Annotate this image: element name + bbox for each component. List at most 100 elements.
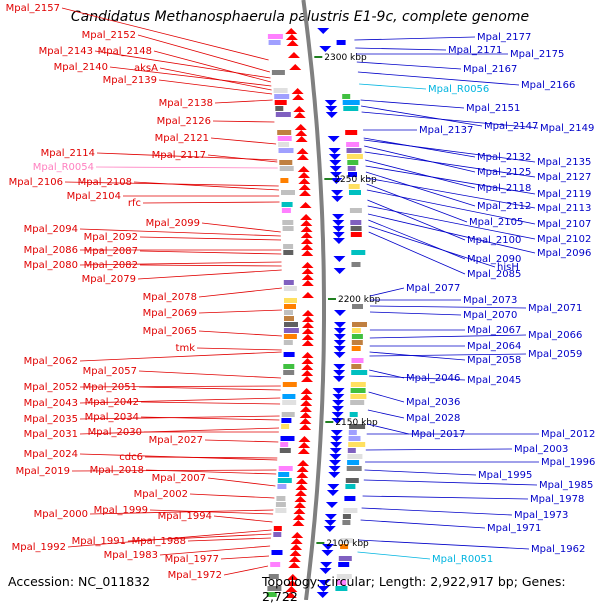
kbp-label: 2100 kbp <box>326 539 369 549</box>
reverse-gene-mark <box>316 592 329 598</box>
gene-function-block <box>351 370 368 375</box>
forward-gene-mark <box>299 190 312 196</box>
left-gene-label: Mpal_2042 <box>85 397 139 408</box>
reverse-gene-mark <box>332 232 345 238</box>
forward-gene-mark <box>293 106 306 112</box>
left-label-leader <box>223 565 269 576</box>
right-label-leader <box>369 375 466 381</box>
right-label-leader <box>361 105 483 127</box>
reverse-gene-mark <box>333 346 346 352</box>
gene-function-block <box>275 112 291 117</box>
right-gene-label: Mpal_2151 <box>466 103 520 114</box>
right-label-leader <box>363 479 538 486</box>
forward-gene-mark <box>301 334 314 340</box>
reverse-gene-mark <box>329 160 342 166</box>
forward-gene-mark <box>296 148 309 154</box>
left-label-leader <box>145 469 277 475</box>
forward-gene-mark <box>285 28 298 34</box>
left-label-leader <box>187 537 271 542</box>
left-gene-label: Mpal_2139 <box>103 75 157 86</box>
right-label-leader <box>362 495 529 500</box>
right-label-leader <box>360 519 486 529</box>
right-gene-label: Mpal_2107 <box>537 219 591 230</box>
gene-function-block <box>281 412 295 417</box>
gene-function-block <box>345 484 356 489</box>
gene-function-block <box>273 526 282 531</box>
left-label-leader <box>198 309 283 314</box>
right-gene-label: Mpal_2066 <box>528 330 582 341</box>
left-gene-label: Mpal_2092 <box>84 232 138 243</box>
left-gene-label: Mpal_2024 <box>24 449 78 460</box>
forward-gene-mark <box>296 154 309 160</box>
gene-function-block <box>268 574 279 579</box>
gene-function-block <box>346 148 362 153</box>
right-gene-label: Mpal_1973 <box>514 510 568 521</box>
gene-function-block <box>282 382 297 387</box>
left-label-leader <box>201 222 281 233</box>
reverse-gene-mark <box>330 442 343 448</box>
left-label-leader <box>89 509 274 515</box>
right-label-leader <box>358 539 530 550</box>
left-label-leader <box>79 397 281 404</box>
gene-function-block <box>283 340 293 345</box>
left-gene-label: Mpal_1972 <box>168 570 222 581</box>
right-gene-label: Mpal_2167 <box>463 64 517 75</box>
forward-gene-mark <box>285 586 298 592</box>
left-label-leader <box>79 385 281 388</box>
left-label-leader <box>94 50 271 79</box>
left-gene-label: Mpal_2114 <box>41 148 95 159</box>
right-gene-label: Mpal_2177 <box>477 32 531 43</box>
gene-function-block <box>351 358 364 363</box>
reverse-gene-mark <box>333 370 346 376</box>
gene-function-block <box>283 334 297 339</box>
gene-function-block <box>351 346 361 351</box>
forward-gene-mark <box>290 538 303 544</box>
gene-function-block <box>336 40 346 45</box>
reverse-gene-mark <box>324 100 337 106</box>
right-gene-label: Mpal_2064 <box>467 341 521 352</box>
reverse-gene-mark <box>321 550 334 556</box>
right-label-leader <box>354 36 476 41</box>
gene-function-block <box>267 34 283 39</box>
left-gene-label: rfc <box>128 198 141 209</box>
left-gene-label: Mpal_2126 <box>157 116 211 127</box>
reverse-gene-mark <box>331 412 344 418</box>
left-gene-label: Mpal_2082 <box>84 260 138 271</box>
left-gene-label: Mpal_2086 <box>24 245 78 256</box>
reverse-gene-mark <box>328 472 341 478</box>
left-gene-label: Mpal_2148 <box>98 46 152 57</box>
right-gene-label: hisH <box>497 262 519 273</box>
forward-gene-mark <box>295 478 308 484</box>
left-gene-label: Mpal_2007 <box>152 473 206 484</box>
forward-gene-mark <box>291 88 304 94</box>
gene-function-block <box>350 382 366 387</box>
gene-function-block <box>280 436 295 441</box>
forward-gene-mark <box>297 166 310 172</box>
gene-function-block <box>351 334 363 339</box>
left-gene-label: Mpal_2035 <box>24 414 78 425</box>
reverse-gene-mark <box>324 514 337 520</box>
gene-function-block <box>342 100 360 105</box>
reverse-gene-mark <box>327 136 340 142</box>
reverse-gene-mark <box>333 328 346 334</box>
gene-function-block <box>350 220 362 225</box>
forward-gene-mark <box>301 358 314 364</box>
right-label-leader <box>366 177 536 209</box>
gene-function-block <box>348 442 366 447</box>
right-gene-label: Mpal_2135 <box>537 157 591 168</box>
reverse-gene-mark <box>333 268 346 274</box>
right-gene-label: Mpal_2166 <box>521 80 575 91</box>
gene-function-block <box>350 226 362 231</box>
gene-function-block <box>350 232 362 237</box>
gene-function-block <box>283 244 294 249</box>
left-gene-label: Mpal_2034 <box>85 412 139 423</box>
reverse-gene-mark <box>333 322 346 328</box>
left-gene-label: Mpal_1991 <box>72 536 126 547</box>
left-gene-label: Mpal_1977 <box>165 554 219 565</box>
reverse-gene-mark <box>332 214 345 220</box>
right-gene-label: Mpal_2113 <box>537 203 591 214</box>
left-label-leader <box>207 477 276 487</box>
gene-function-block <box>281 424 290 429</box>
gene-function-block <box>345 130 358 135</box>
gene-function-block <box>283 364 295 369</box>
